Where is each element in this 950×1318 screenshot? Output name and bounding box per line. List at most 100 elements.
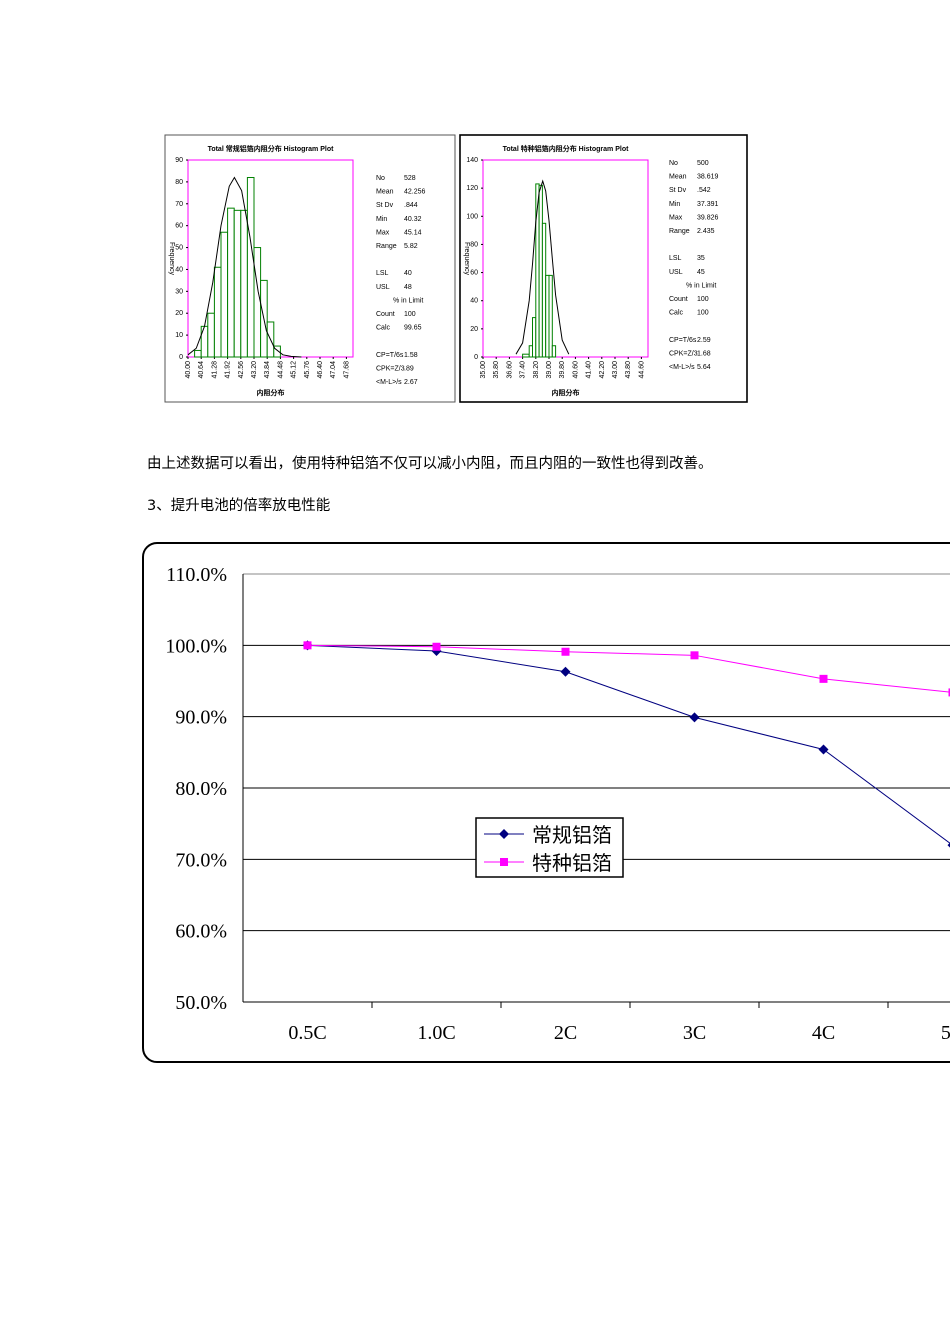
x-tick-label: 40.00: [185, 361, 192, 379]
x-tick-label: 37.40: [520, 361, 527, 379]
point: [948, 688, 950, 697]
stat-value: 48: [404, 284, 412, 291]
y-tick-label: 40: [470, 298, 478, 305]
y-tick-label: 60: [175, 223, 183, 230]
stat-value: 5.82: [404, 243, 418, 250]
stat-label: Min: [669, 201, 680, 208]
y-tick-label: 60.0%: [175, 921, 227, 943]
chart-frame: [142, 542, 950, 1063]
histogram-title: Total 特种铝箔内阻分布 Histogram Plot: [503, 144, 630, 153]
y-tick-label: 100: [466, 213, 478, 220]
x-tick-label: 41.40: [586, 361, 593, 379]
paragraph: 3、提升电池的倍率放电性能: [147, 497, 330, 514]
histogram-title: Total 常规铝箔内阻分布 Histogram Plot: [208, 144, 335, 153]
x-tick-label: 47.68: [343, 361, 350, 379]
x-tick-label: 46.40: [317, 361, 324, 379]
stat-label: % in Limit: [393, 297, 423, 304]
x-axis-label: 内阻分布: [552, 388, 580, 397]
stat-label: % in Limit: [686, 282, 716, 289]
legend-label: 特种铝箔: [532, 851, 612, 875]
y-tick-label: 50.0%: [175, 992, 227, 1014]
stat-label: CPK=Z/3: [669, 350, 698, 357]
x-tick-label: 38.20: [533, 361, 540, 379]
x-tick-label: 44.60: [638, 361, 645, 379]
x-tick-label: 41.28: [211, 361, 218, 379]
point: [947, 842, 950, 848]
histogram-bar: [220, 231, 229, 358]
stat-value: 45.14: [404, 229, 422, 236]
stat-label: USL: [376, 284, 390, 291]
y-axis-label: Frequency: [168, 242, 175, 276]
stat-label: Mean: [376, 189, 394, 196]
stat-label: Count: [376, 311, 395, 318]
stat-label: St Dv: [376, 202, 394, 209]
y-tick-label: 20: [470, 326, 478, 333]
stat-label: Mean: [669, 174, 687, 181]
point: [561, 647, 570, 656]
x-tick-label: 35.80: [493, 361, 500, 379]
stat-value: 38.619: [697, 174, 719, 181]
x-tick-label: 2C: [554, 1022, 577, 1044]
x-tick-label: 44.48: [277, 361, 284, 379]
y-tick-label: 0: [179, 354, 183, 361]
histogram-bar: [233, 209, 242, 358]
histogram-bar: [522, 353, 530, 358]
legend: [475, 817, 624, 878]
histogram-bar: [253, 247, 262, 358]
point: [432, 642, 441, 651]
histogram-bar: [273, 345, 281, 358]
point: [689, 712, 700, 723]
stat-label: Max: [376, 229, 390, 236]
x-tick-label: 1.0C: [417, 1022, 455, 1044]
x-tick-label: 36.60: [506, 361, 513, 379]
fit-curve: [515, 179, 570, 355]
legend-marker: [499, 829, 509, 839]
y-tick-label: 10: [175, 332, 183, 339]
stat-value: .844: [404, 202, 418, 209]
stat-value: 2.59: [697, 337, 711, 344]
y-tick-label: 20: [175, 310, 183, 317]
stat-value: .89: [404, 365, 414, 372]
histogram-bar: [213, 266, 222, 358]
y-tick-label: 70.0%: [175, 849, 227, 871]
y-tick-label: 80.0%: [175, 778, 227, 800]
histogram-bar: [227, 207, 235, 358]
point: [819, 674, 828, 683]
legend-label: 常规铝箔: [532, 823, 612, 847]
stat-value: 35: [697, 255, 705, 262]
stat-value: 40: [404, 270, 412, 277]
stat-value: 1.58: [404, 352, 418, 359]
stat-label: Range: [669, 228, 690, 235]
stat-value: 99.65: [404, 325, 422, 332]
stat-label: CP=T/6s: [669, 337, 697, 344]
y-tick-label: 0: [474, 354, 478, 361]
point: [818, 744, 829, 755]
histogram-bar: [200, 325, 209, 358]
x-tick-label: 4C: [812, 1022, 835, 1044]
x-tick-label: 47.04: [330, 361, 337, 379]
fit-curve: [187, 176, 302, 358]
stat-value: 100: [697, 296, 709, 303]
x-tick-label: 5C: [941, 1022, 950, 1044]
stat-label: <M-L>/s: [669, 364, 695, 371]
stat-label: No: [669, 160, 678, 167]
stat-label: CP=T/6s: [376, 352, 404, 359]
stat-label: Count: [669, 296, 688, 303]
stat-label: <M-L>/s: [376, 379, 402, 386]
x-tick-label: 41.92: [225, 361, 232, 379]
stat-label: USL: [669, 269, 683, 276]
stat-value: 40.32: [404, 216, 422, 223]
y-axis-label: Frequency: [463, 242, 470, 276]
stat-value: 100: [697, 310, 709, 317]
x-tick-label: 39.80: [559, 361, 566, 379]
histogram-bar: [548, 274, 553, 358]
stat-value: 5.64: [697, 364, 711, 371]
stat-label: No: [376, 175, 385, 182]
x-tick-label: 3C: [683, 1022, 706, 1044]
series-line: [307, 644, 950, 693]
y-tick-label: 120: [466, 185, 478, 192]
stat-value: 528: [404, 175, 416, 182]
stat-value: 100: [404, 311, 416, 318]
y-tick-label: 80: [470, 241, 478, 248]
